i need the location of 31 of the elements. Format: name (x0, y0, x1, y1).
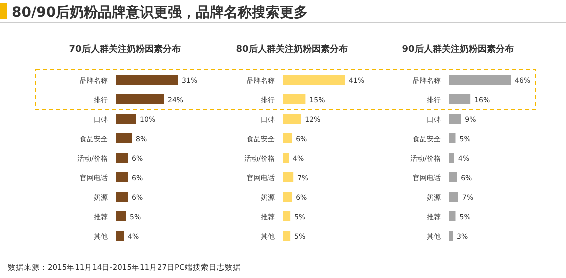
bar (449, 172, 458, 182)
bar (283, 192, 292, 202)
bar (116, 172, 128, 182)
bar (449, 75, 511, 85)
bar (283, 212, 291, 222)
bar (116, 94, 164, 104)
chart-title: 70后人群关注奶粉因素分布 (69, 44, 181, 55)
bar (283, 134, 292, 144)
bar (449, 134, 456, 144)
chart-title: 80后人群关注奶粉因素分布 (236, 44, 348, 55)
bar (116, 231, 124, 241)
bar (449, 114, 462, 124)
bar (449, 153, 454, 163)
bar (116, 153, 128, 163)
text: 80/90后奶粉品牌意识更强，品牌名称搜索更多 (12, 4, 308, 21)
bar (449, 94, 471, 104)
bar (283, 94, 306, 104)
bar (283, 172, 294, 182)
bar (283, 153, 290, 163)
bar (116, 75, 178, 85)
bar (283, 75, 345, 85)
bar (116, 134, 132, 144)
bar (283, 231, 291, 241)
bar (449, 212, 456, 222)
bar (449, 231, 454, 241)
bar (116, 114, 136, 124)
bar (116, 212, 126, 222)
bar (449, 192, 458, 202)
bar (283, 114, 302, 124)
chart-title: 90后人群关注奶粉因素分布 (402, 44, 514, 55)
bar (116, 192, 128, 202)
